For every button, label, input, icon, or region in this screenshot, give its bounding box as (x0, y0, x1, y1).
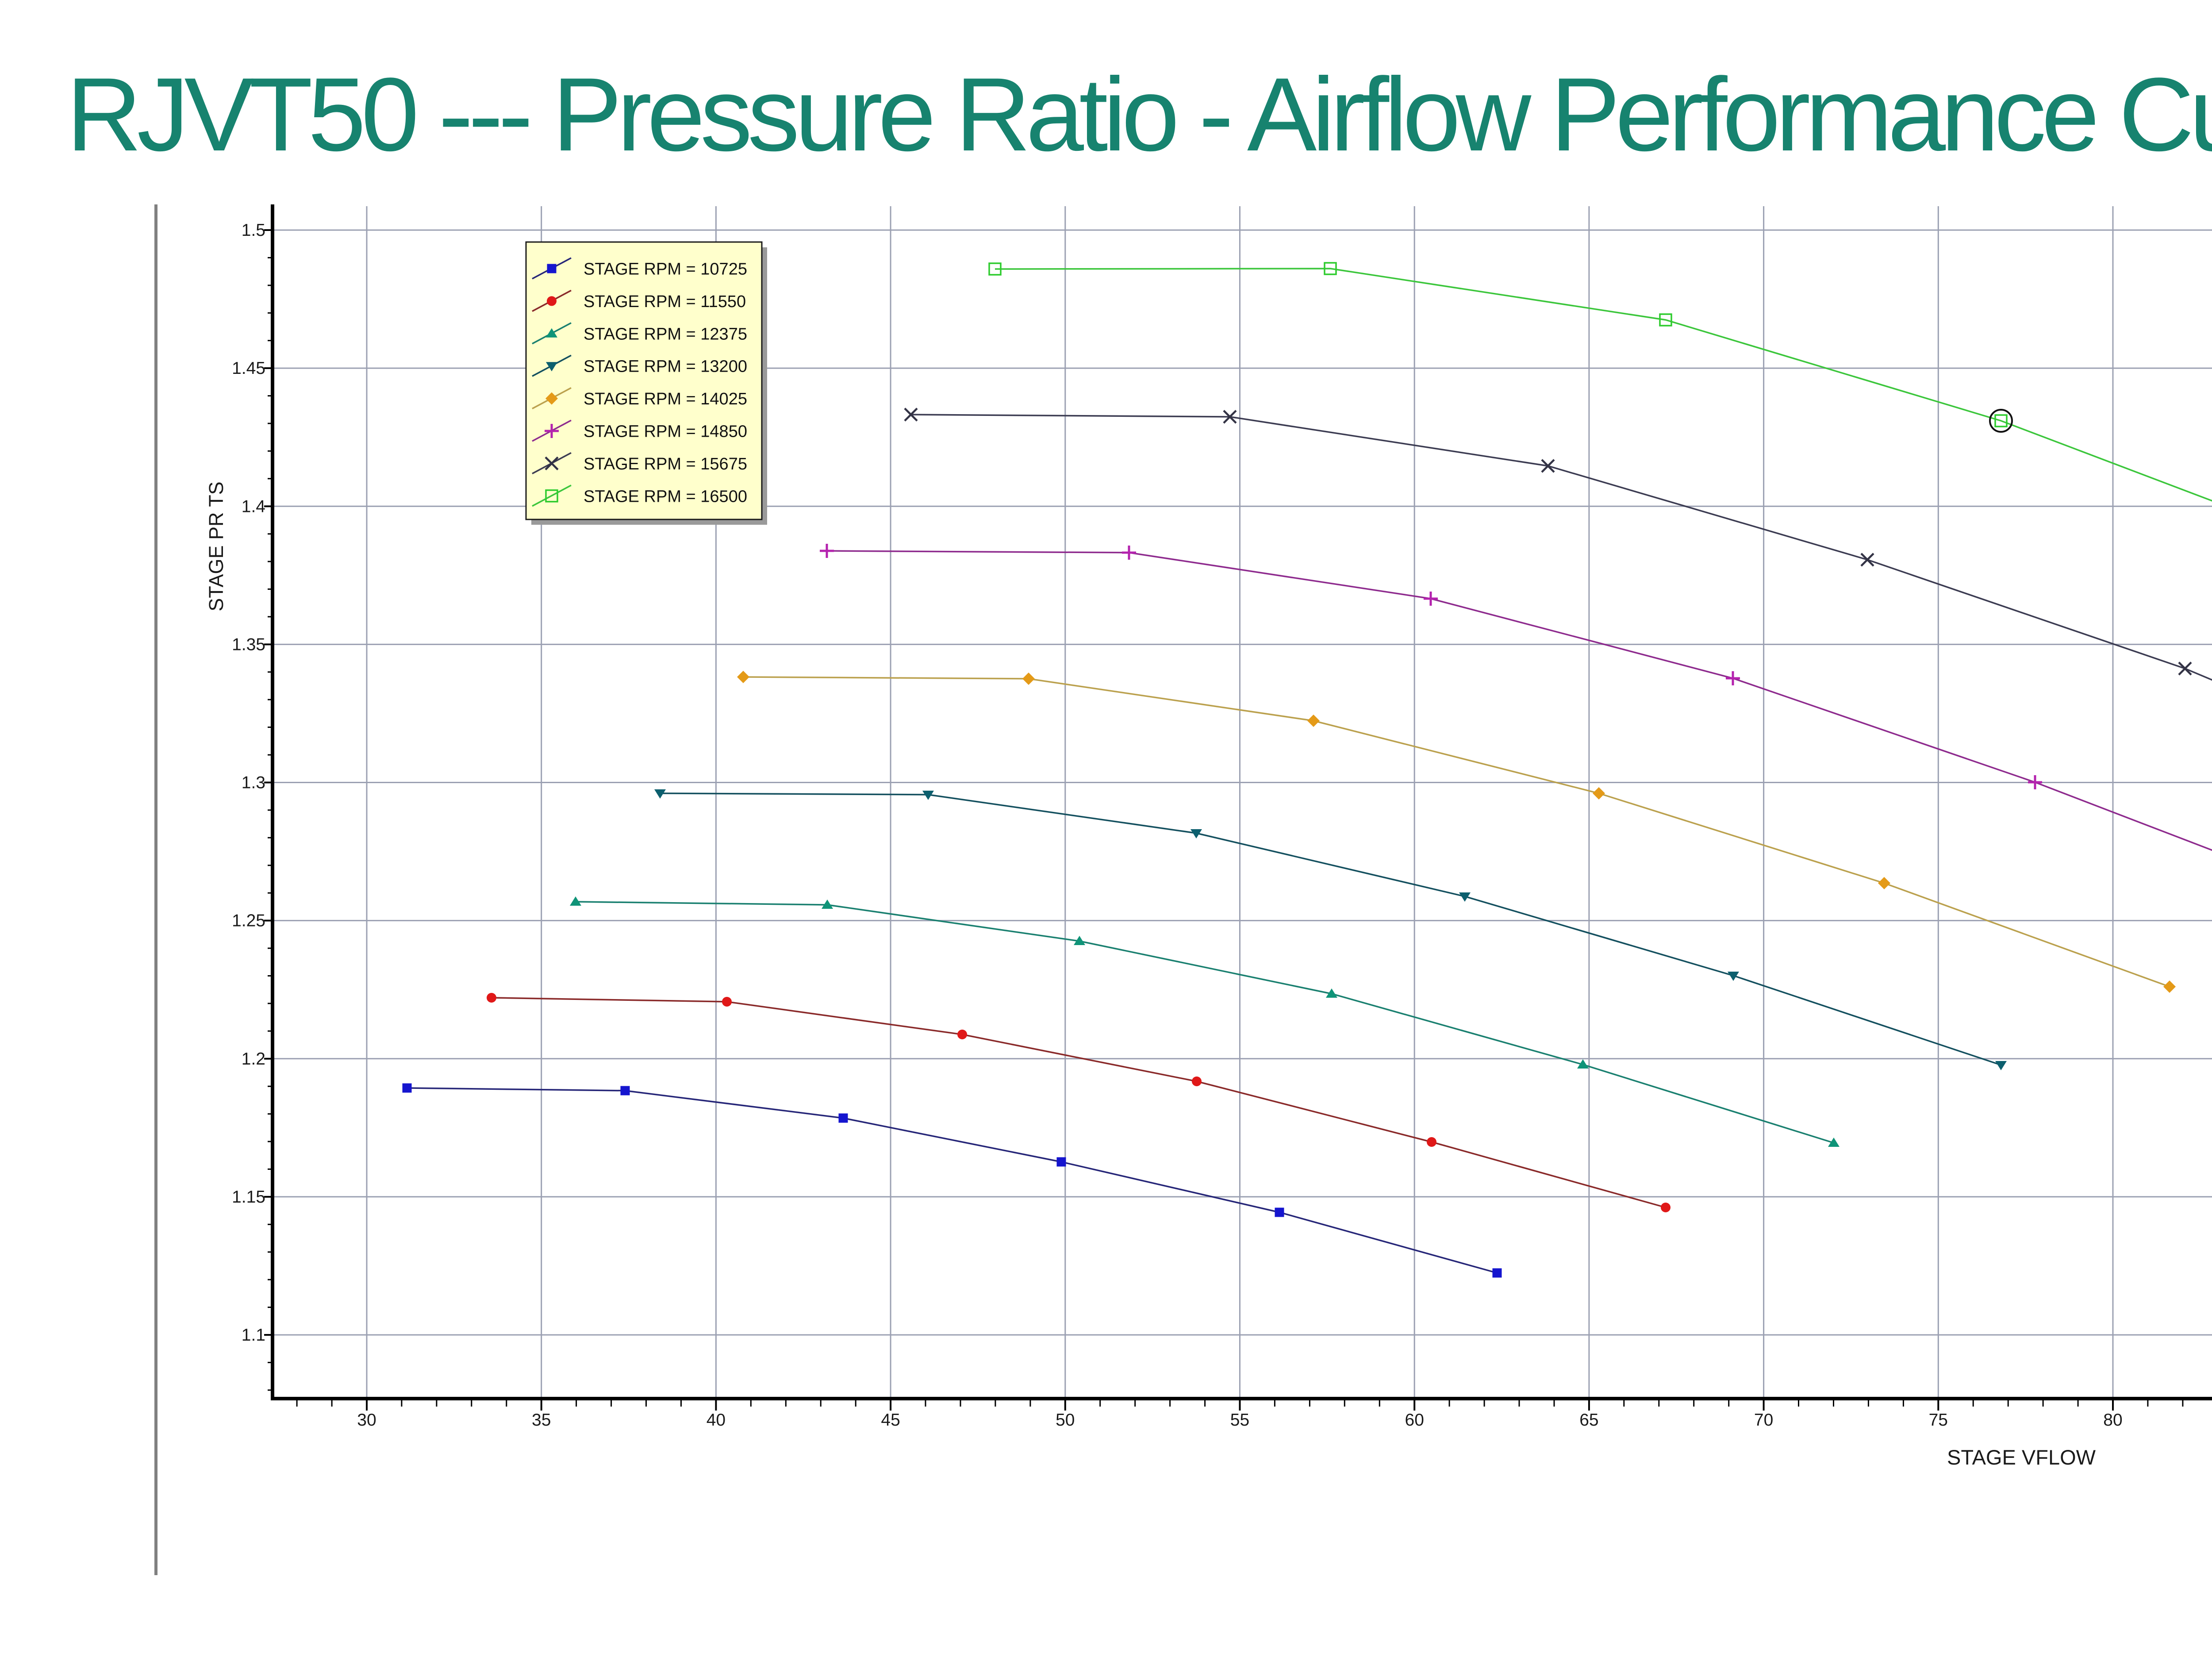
svg-text:1.35: 1.35 (232, 635, 265, 654)
svg-text:1.15: 1.15 (232, 1188, 265, 1207)
svg-text:1.2: 1.2 (242, 1050, 265, 1069)
svg-text:70: 70 (1754, 1411, 1773, 1430)
svg-text:55: 55 (1230, 1411, 1249, 1430)
svg-text:1.25: 1.25 (232, 911, 265, 930)
svg-text:STAGE RPM = 10725: STAGE RPM = 10725 (584, 260, 747, 279)
svg-text:1.4: 1.4 (242, 497, 265, 516)
svg-text:STAGE RPM = 15675: STAGE RPM = 15675 (584, 455, 747, 473)
svg-text:1.3: 1.3 (242, 773, 265, 792)
svg-text:STAGE VFLOW: STAGE VFLOW (1947, 1445, 2096, 1469)
svg-text:40: 40 (707, 1411, 726, 1430)
svg-text:35: 35 (532, 1411, 551, 1430)
svg-text:STAGE RPM = 14850: STAGE RPM = 14850 (584, 423, 747, 441)
svg-text:60: 60 (1405, 1411, 1424, 1430)
svg-text:STAGE RPM = 14025: STAGE RPM = 14025 (584, 390, 747, 408)
svg-text:STAGE RPM = 16500: STAGE RPM = 16500 (584, 487, 747, 506)
svg-text:75: 75 (1929, 1411, 1948, 1430)
svg-text:30: 30 (357, 1411, 376, 1430)
svg-text:80: 80 (2103, 1411, 2122, 1430)
svg-text:45: 45 (881, 1411, 900, 1430)
svg-text:1.45: 1.45 (232, 359, 265, 378)
svg-text:1.1: 1.1 (242, 1326, 265, 1345)
svg-text:STAGE PR TS: STAGE PR TS (205, 481, 227, 611)
svg-text:50: 50 (1056, 1411, 1075, 1430)
svg-text:1.5: 1.5 (242, 221, 265, 240)
svg-text:STAGE RPM = 12375: STAGE RPM = 12375 (584, 325, 747, 343)
svg-text:STAGE RPM = 11550: STAGE RPM = 11550 (584, 292, 746, 311)
svg-text:STAGE RPM = 13200: STAGE RPM = 13200 (584, 358, 747, 376)
svg-text:65: 65 (1579, 1411, 1598, 1430)
